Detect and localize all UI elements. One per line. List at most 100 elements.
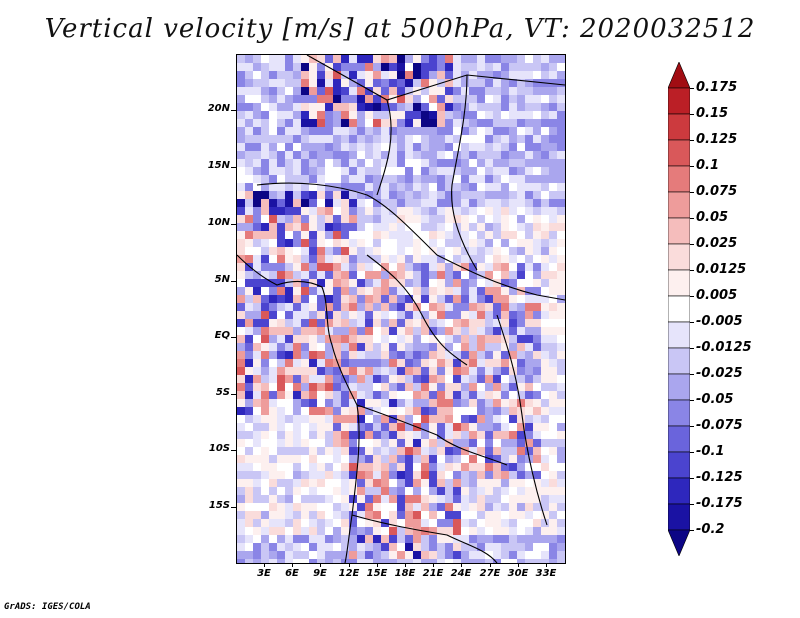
field-cell (501, 391, 510, 400)
field-cell (333, 519, 342, 528)
field-cell (421, 119, 430, 128)
field-cell (277, 271, 286, 280)
field-cell (549, 191, 558, 200)
field-cell (525, 359, 534, 368)
field-cell (317, 495, 326, 504)
field-cell (461, 535, 470, 544)
field-cell (245, 279, 254, 288)
field-cell (261, 487, 270, 496)
field-cell (373, 183, 382, 192)
field-cell (301, 183, 310, 192)
field-cell (429, 287, 438, 296)
field-cell (461, 495, 470, 504)
field-cell (357, 391, 366, 400)
field-cell (333, 375, 342, 384)
field-cell (253, 223, 262, 232)
field-cell (557, 183, 565, 192)
field-cell (517, 143, 526, 152)
field-cell (333, 215, 342, 224)
field-cell (269, 199, 278, 208)
field-cell (317, 71, 326, 80)
field-cell (469, 375, 478, 384)
field-cell (437, 199, 446, 208)
field-cell (341, 463, 350, 472)
field-cell (349, 175, 358, 184)
field-cell (309, 519, 318, 528)
field-cell (477, 295, 486, 304)
field-cell (533, 223, 542, 232)
field-cell (373, 343, 382, 352)
field-cell (365, 63, 374, 72)
field-cell (477, 431, 486, 440)
field-cell (261, 359, 270, 368)
field-cell (365, 287, 374, 296)
field-cell (357, 335, 366, 344)
field-cell (525, 367, 534, 376)
field-cell (509, 383, 518, 392)
field-cell (309, 439, 318, 448)
field-cell (397, 559, 406, 563)
field-cell (549, 55, 558, 64)
field-cell (501, 383, 510, 392)
field-cell (357, 343, 366, 352)
field-cell (485, 415, 494, 424)
field-cell (429, 143, 438, 152)
field-cell (525, 239, 534, 248)
field-cell (389, 415, 398, 424)
field-cell (437, 71, 446, 80)
field-cell (317, 551, 326, 560)
field-cell (309, 423, 318, 432)
field-cell (333, 527, 342, 536)
field-cell (285, 175, 294, 184)
field-cell (365, 191, 374, 200)
field-cell (269, 535, 278, 544)
field-cell (277, 167, 286, 176)
field-cell (485, 383, 494, 392)
field-cell (445, 135, 454, 144)
field-cell (397, 503, 406, 512)
field-cell (501, 479, 510, 488)
field-cell (461, 327, 470, 336)
field-cell (445, 231, 454, 240)
field-cell (453, 375, 462, 384)
colorbar-tick (690, 504, 694, 505)
field-cell (429, 127, 438, 136)
colorbar-label: -0.005 (696, 314, 743, 329)
field-cell (517, 471, 526, 480)
colorbar-tick (690, 426, 694, 427)
field-cell (477, 87, 486, 96)
field-cell (509, 391, 518, 400)
field-cell (477, 367, 486, 376)
field-cell (349, 519, 358, 528)
field-cell (397, 215, 406, 224)
field-cell (477, 359, 486, 368)
field-cell (261, 303, 270, 312)
field-cell (533, 359, 542, 368)
lon-tick (320, 562, 321, 567)
field-cell (349, 199, 358, 208)
field-cell (525, 431, 534, 440)
field-cell (333, 247, 342, 256)
field-cell (557, 103, 565, 112)
field-cell (445, 191, 454, 200)
field-cell (317, 63, 326, 72)
field-cell (549, 559, 558, 563)
field-cell (557, 335, 565, 344)
field-cell (493, 79, 502, 88)
field-cell (349, 351, 358, 360)
field-cell (245, 143, 254, 152)
field-cell (397, 95, 406, 104)
field-cell (509, 207, 518, 216)
field-cell (349, 383, 358, 392)
field-cell (293, 207, 302, 216)
field-cell (405, 543, 414, 552)
field-cell (477, 303, 486, 312)
field-cell (533, 151, 542, 160)
field-cell (237, 511, 246, 520)
field-cell (245, 503, 254, 512)
field-cell (365, 255, 374, 264)
field-cell (397, 311, 406, 320)
field-cell (277, 551, 286, 560)
field-cell (389, 87, 398, 96)
field-cell (453, 471, 462, 480)
